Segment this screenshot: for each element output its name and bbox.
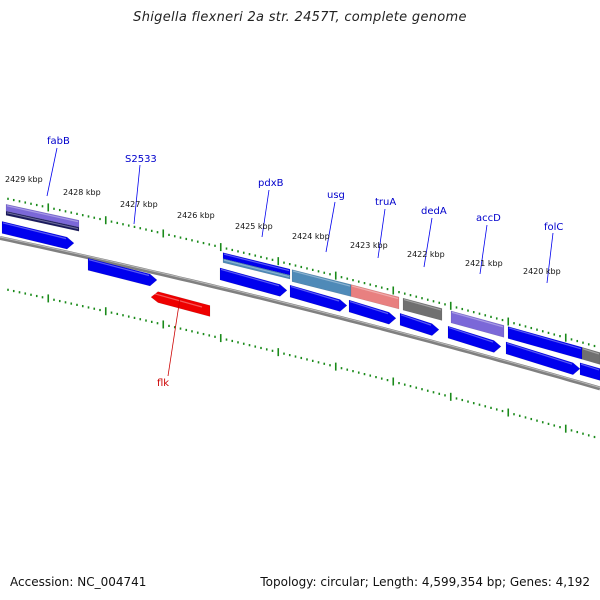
scale-label-2427: 2427 kbp bbox=[120, 200, 158, 209]
gene-label-flk[interactable]: flk bbox=[157, 378, 169, 389]
scale-ticks-bottom bbox=[7, 288, 596, 439]
backbone-line bbox=[0, 236, 600, 391]
gene-label-truA[interactable]: truA bbox=[375, 197, 396, 208]
scale-label-2422: 2422 kbp bbox=[407, 250, 445, 259]
feature-fabB-dark bbox=[5, 210, 80, 232]
scale-ticks-top bbox=[7, 197, 596, 348]
cds-usg-shine bbox=[290, 285, 340, 302]
cds-dedA-shine bbox=[400, 314, 432, 326]
feature-folC-gray bbox=[581, 346, 600, 365]
leader-S2533 bbox=[133, 164, 141, 225]
cds-folC bbox=[505, 341, 581, 376]
feature-folC-upper-shine bbox=[508, 327, 582, 350]
feature-fabB-upper-shine bbox=[6, 205, 79, 223]
feature-accD bbox=[450, 310, 505, 338]
gene-label-folC[interactable]: folC bbox=[544, 222, 563, 233]
feature-fabB-dark-shine bbox=[6, 212, 79, 230]
cds-accD-shine bbox=[448, 326, 494, 343]
scale-label-2425: 2425 kbp bbox=[235, 222, 273, 231]
cds-accD bbox=[447, 325, 502, 353]
leader-usg bbox=[325, 201, 336, 253]
leader-pdxB bbox=[261, 189, 270, 238]
leader-fabB bbox=[46, 147, 58, 197]
feature-truA-shine bbox=[351, 285, 399, 300]
genome-backbone bbox=[0, 236, 600, 391]
scale-label-2428: 2428 kbp bbox=[63, 188, 101, 197]
cds-flk bbox=[150, 291, 211, 317]
feature-pdxB-upper-shine bbox=[223, 253, 290, 272]
scale-label-2429: 2429 kbp bbox=[5, 175, 43, 184]
feature-accD-shine bbox=[451, 311, 504, 328]
feature-folC-gray-shine bbox=[582, 348, 600, 355]
cds-S2533 bbox=[87, 257, 158, 287]
cds-S2533-shine bbox=[88, 259, 150, 277]
gene-label-pdxB[interactable]: pdxB bbox=[258, 178, 284, 189]
gene-label-accD[interactable]: accD bbox=[476, 213, 501, 224]
map-title: Shigella flexneri 2a str. 2457T, complet… bbox=[133, 10, 467, 25]
gene-label-dedA[interactable]: dedA bbox=[421, 206, 447, 217]
accession-text: Accession: NC_004741 bbox=[10, 575, 147, 589]
backbone-highlight bbox=[0, 236, 600, 388]
gene-labels: fabB S2533 pdxB usg truA dedA accD folC … bbox=[47, 136, 563, 389]
scale-label-2420: 2420 kbp bbox=[523, 267, 561, 276]
topology-text: Topology: circular; Length: 4,599,354 bp… bbox=[260, 575, 590, 589]
cds-usg bbox=[289, 284, 348, 312]
cds-pdxB-shine bbox=[220, 268, 280, 287]
cds-edge-shine bbox=[580, 363, 600, 371]
cds-fabB-shine bbox=[2, 222, 67, 240]
cds-edge bbox=[579, 362, 600, 381]
leader-dedA bbox=[423, 217, 433, 268]
cds-fabB bbox=[1, 221, 75, 250]
cds-truA bbox=[348, 299, 397, 325]
cds-truA-shine bbox=[349, 300, 389, 315]
leader-folC bbox=[546, 232, 554, 284]
cds-pdxB bbox=[219, 267, 288, 297]
label-leader-lines bbox=[46, 147, 554, 377]
cds-folC-shine bbox=[506, 342, 573, 365]
cds-flk-shine bbox=[151, 292, 203, 308]
gene-label-usg[interactable]: usg bbox=[327, 190, 345, 201]
scale-label-2424: 2424 kbp bbox=[292, 232, 330, 241]
scale-label-2426: 2426 kbp bbox=[177, 211, 215, 220]
feature-blocks bbox=[1, 203, 600, 381]
feature-dedA-shine bbox=[403, 298, 442, 311]
feature-pdxB-steel bbox=[222, 258, 291, 280]
gene-label-S2533[interactable]: S2533 bbox=[125, 154, 157, 165]
scale-labels: 2429 kbp 2428 kbp 2427 kbp 2426 kbp 2425… bbox=[5, 175, 561, 276]
cds-dedA bbox=[399, 312, 440, 336]
feature-truA bbox=[350, 284, 400, 310]
scale-label-2421: 2421 kbp bbox=[465, 259, 503, 268]
leader-truA bbox=[377, 208, 386, 259]
leader-accD bbox=[479, 224, 488, 275]
feature-pdxB-steel-shine bbox=[223, 259, 290, 278]
leader-flk bbox=[167, 297, 181, 377]
gene-label-fabB[interactable]: fabB bbox=[47, 136, 70, 147]
feature-usg-shine bbox=[292, 270, 351, 287]
feature-dedA bbox=[402, 297, 443, 321]
scale-label-2423: 2423 kbp bbox=[350, 241, 388, 250]
